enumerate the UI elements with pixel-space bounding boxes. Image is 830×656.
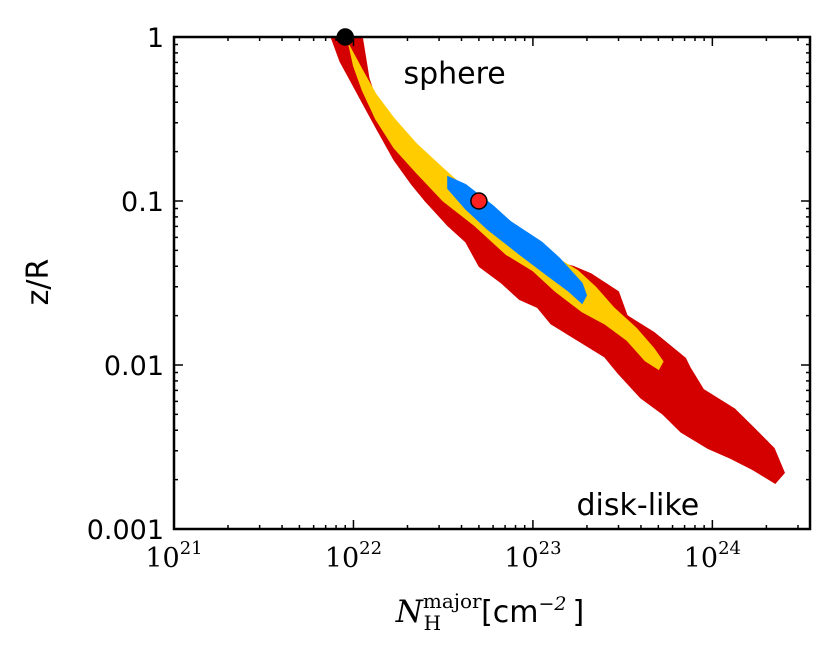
y-tick-label: 0.01	[104, 351, 164, 382]
y-tick-labels: 1 0.1 0.01 0.001	[87, 23, 164, 546]
x-tick-label: 1023	[504, 538, 561, 574]
y-axis-label: z/R	[21, 259, 56, 306]
axis-ticks	[173, 36, 810, 530]
y-tick-label: 0.001	[87, 515, 164, 546]
x-label-unit-exponent: −2	[538, 593, 566, 615]
contour-regions	[330, 36, 785, 484]
x-label-unit-close: ]	[573, 595, 585, 630]
x-label-unit: [cm	[481, 595, 538, 630]
y-tick-label: 0.1	[121, 187, 164, 218]
annotation-disk-like: disk-like	[577, 488, 700, 523]
plot-frame	[172, 35, 812, 531]
annotation-sphere: sphere	[403, 56, 505, 91]
x-label-symbol: N	[395, 594, 425, 630]
x-tick-labels: 1021 1022 1023 1024	[145, 538, 741, 574]
x-label-superscript: major	[423, 589, 482, 613]
x-tick-label: 1022	[325, 538, 382, 574]
x-axis-label: Nmajor H [cm−2]	[395, 589, 584, 635]
y-tick-label: 1	[147, 23, 164, 54]
contour-region-middle	[348, 45, 664, 371]
data-marker-0	[470, 192, 488, 210]
x-label-subscript: H	[424, 611, 441, 635]
x-tick-label: 1024	[684, 538, 741, 574]
x-tick-label: 1021	[145, 538, 202, 574]
annotations: sphere disk-like	[403, 56, 699, 523]
